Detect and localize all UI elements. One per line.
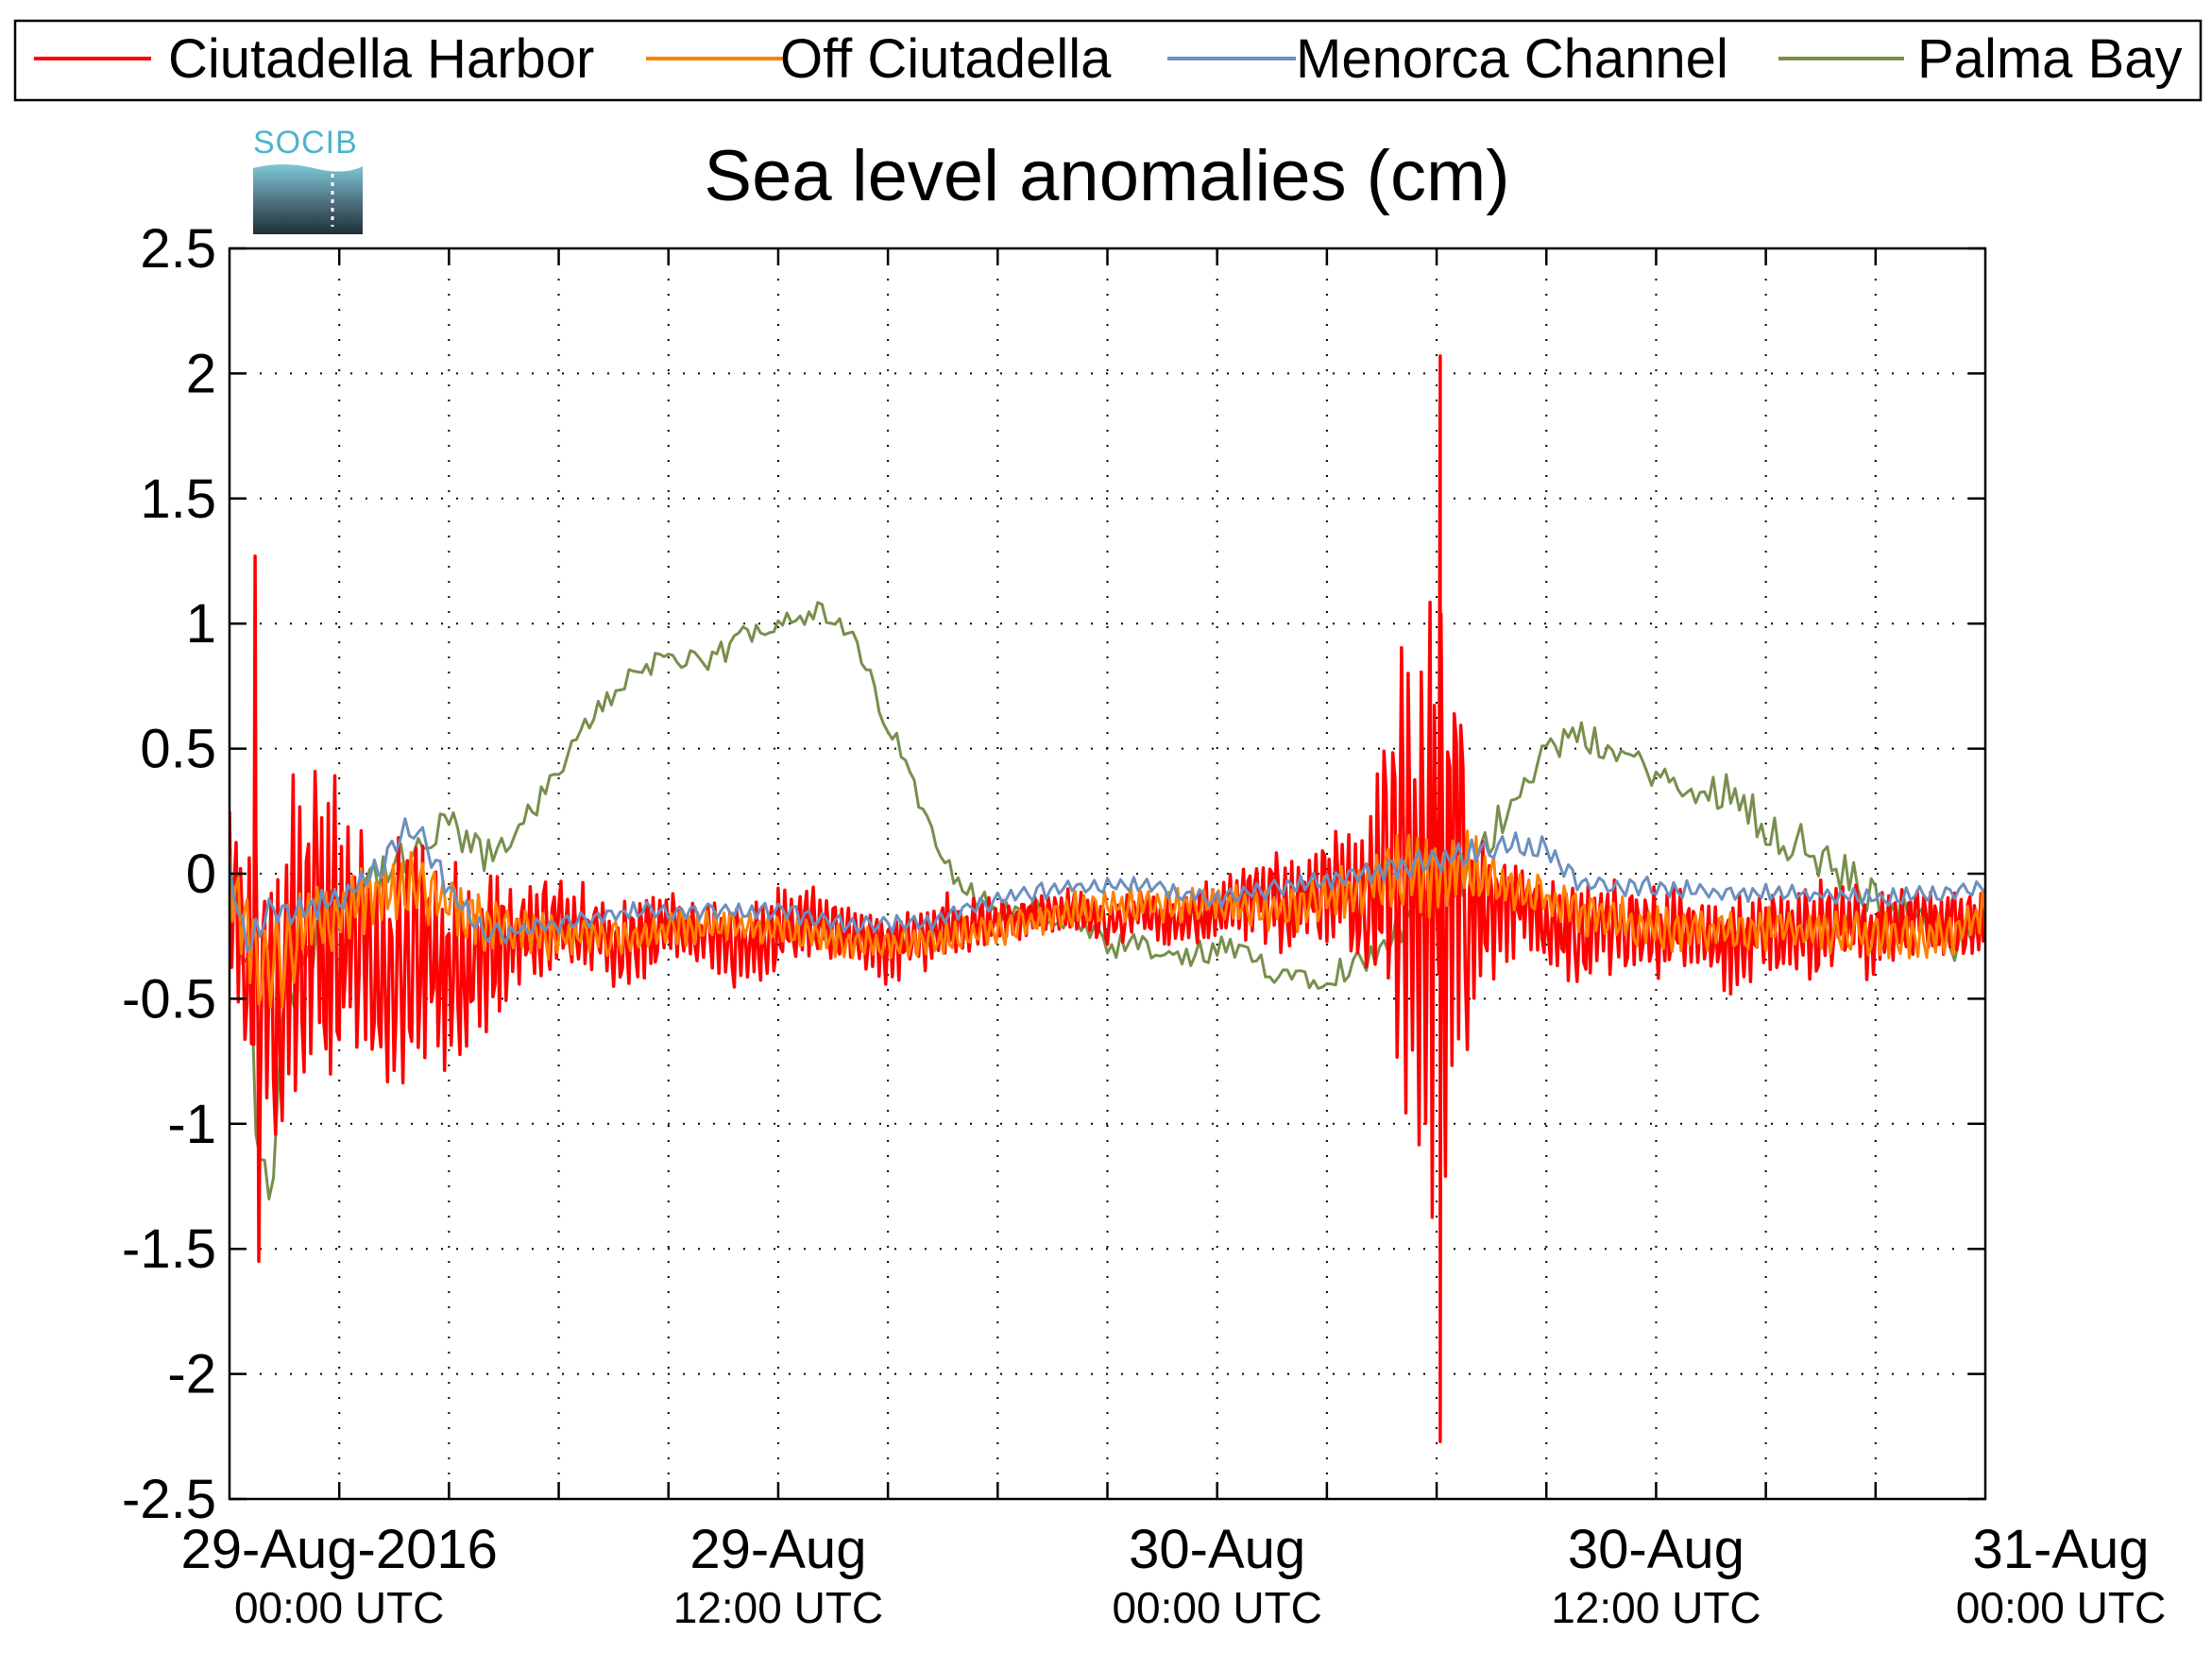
x-tick-time: 00:00 UTC	[1112, 1583, 1321, 1632]
y-tick-label: -1	[167, 1094, 216, 1155]
y-tick-label: -2	[167, 1344, 216, 1405]
series-line-off-ciutadella	[230, 829, 1985, 1009]
series-layer	[230, 354, 1985, 1443]
legend-label: Off Ciutadella	[780, 28, 1112, 90]
series-line-menorca-channel	[230, 817, 1985, 953]
y-tick-label: 1.5	[140, 468, 216, 530]
grid	[230, 248, 1985, 1499]
y-tick-label: 2.5	[140, 218, 216, 280]
legend-entry-1: Off Ciutadella	[646, 28, 1112, 90]
y-tick-label: 2	[186, 343, 216, 404]
legend-entry-2: Menorca Channel	[1167, 28, 1728, 90]
series-line-ciutadella-harbor	[230, 354, 1985, 1443]
chart-title: Sea level anomalies (cm)	[704, 136, 1509, 216]
x-tick-time: 12:00 UTC	[673, 1583, 883, 1632]
x-tick-date: 29-Aug-2016	[181, 1519, 498, 1580]
legend-entry-3: Palma Bay	[1778, 28, 2182, 90]
socib-logo: SOCIB	[253, 125, 363, 234]
x-tick-date: 30-Aug	[1129, 1519, 1305, 1580]
y-tick-label: 0	[186, 843, 216, 905]
legend-label: Menorca Channel	[1296, 28, 1728, 90]
x-tick-date: 31-Aug	[1972, 1519, 2149, 1580]
x-tick-time: 00:00 UTC	[234, 1583, 444, 1632]
y-tick-label: 1	[186, 593, 216, 655]
y-tick-label: 0.5	[140, 719, 216, 780]
x-tick-time: 00:00 UTC	[1956, 1583, 2166, 1632]
legend-label: Ciutadella Harbor	[168, 28, 594, 90]
x-tick-time: 12:00 UTC	[1551, 1583, 1761, 1632]
logo-wave-shape	[253, 164, 363, 234]
y-tick-label: -0.5	[122, 968, 216, 1030]
logo-text: SOCIB	[253, 125, 358, 161]
legend-label: Palma Bay	[1917, 28, 2182, 90]
legend-entry-0: Ciutadella Harbor	[34, 28, 594, 90]
series-line-palma-bay	[230, 601, 1985, 1201]
y-tick-label: -1.5	[122, 1218, 216, 1280]
y-axis: -2.5 -2 -1.5 -1 -0.5 0 0.5 1 1.5 2 2.5	[122, 218, 1985, 1530]
x-tick-date: 30-Aug	[1568, 1519, 1744, 1580]
legend: Ciutadella Harbor Off Ciutadella Menorca C…	[13, 19, 2203, 102]
x-tick-date: 29-Aug	[689, 1519, 866, 1580]
y-tick-label: -2.5	[122, 1469, 216, 1530]
